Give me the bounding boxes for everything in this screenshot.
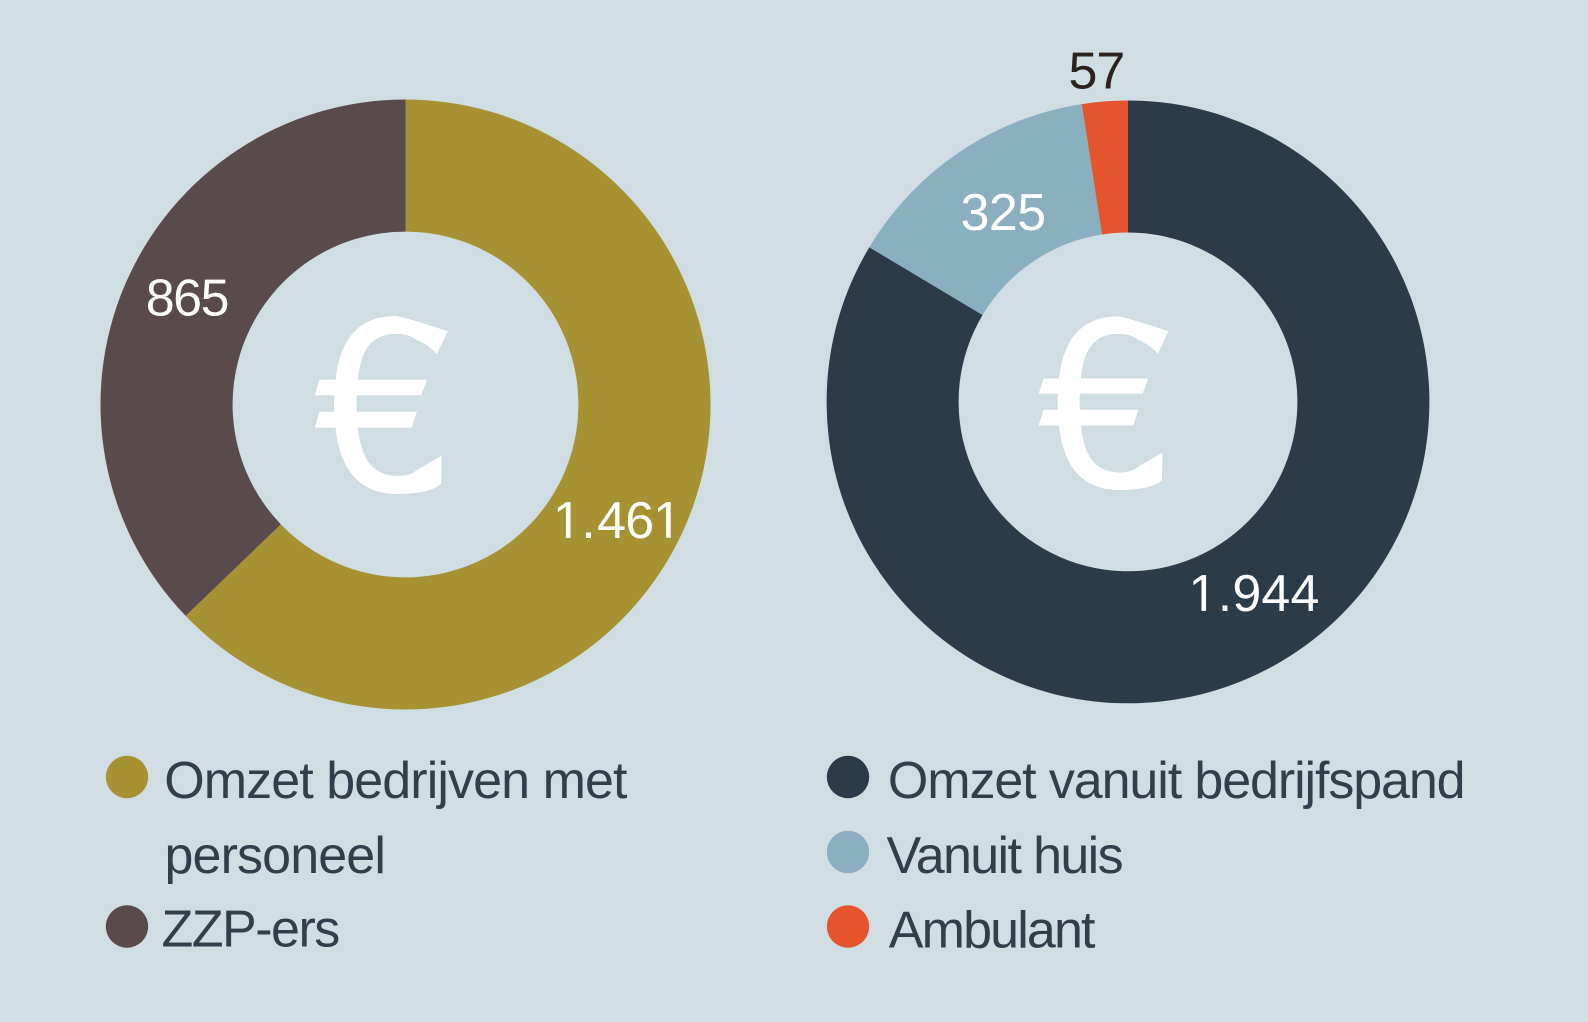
svg-text:.: . bbox=[1218, 565, 1232, 623]
svg-text:325: 325 bbox=[961, 184, 1047, 242]
svg-text:4: 4 bbox=[597, 492, 626, 550]
svg-text:Omzet vanuit bedrijfspand: Omzet vanuit bedrijfspand bbox=[888, 752, 1466, 810]
svg-text:Omzet bedrijven met: Omzet bedrijven met bbox=[164, 752, 628, 810]
svg-text:4: 4 bbox=[1291, 565, 1320, 623]
svg-text:.: . bbox=[581, 492, 595, 550]
svg-text:ZZP-ers: ZZP-ers bbox=[162, 901, 341, 959]
svg-text:6: 6 bbox=[625, 492, 654, 550]
svg-text:57: 57 bbox=[1069, 43, 1126, 101]
svg-text:Vanuit huis: Vanuit huis bbox=[887, 827, 1124, 885]
svg-text:personeel: personeel bbox=[165, 827, 386, 885]
svg-text:Ambulant: Ambulant bbox=[889, 902, 1096, 960]
svg-text:4: 4 bbox=[1261, 565, 1290, 623]
svg-text:865: 865 bbox=[146, 270, 230, 328]
svg-text:9: 9 bbox=[1232, 565, 1261, 623]
